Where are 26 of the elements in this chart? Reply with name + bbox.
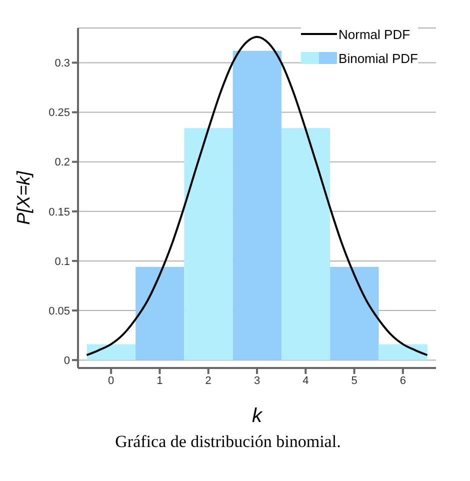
bar	[86, 344, 136, 360]
bar	[330, 266, 379, 360]
bar	[184, 128, 233, 360]
x-tick-label: 3	[254, 374, 260, 387]
y-tick-label: 0.3	[54, 58, 70, 70]
y-tick-label: 0.25	[48, 107, 70, 120]
x-tick-label: 1	[156, 374, 163, 387]
y-axis-title: P[X=k]	[13, 170, 34, 225]
y-tick-label: 0	[64, 354, 70, 367]
x-tick-label: 0	[108, 374, 114, 387]
x-axis-title: k	[252, 405, 263, 428]
text: Gráfica de distribución binomial.	[114, 432, 342, 452]
x-tick-label: 4	[302, 374, 309, 387]
bar	[281, 128, 330, 360]
legend-label: Binomial PDF	[338, 50, 418, 66]
y-tick-label: 0.05	[48, 305, 70, 318]
bar	[232, 50, 282, 360]
bar	[136, 266, 184, 360]
y-tick-label: 0.1	[54, 256, 70, 268]
y-tick-label: 0.15	[48, 206, 70, 218]
legend-label: Normal PDF	[338, 26, 410, 42]
bar	[378, 344, 428, 360]
y-tick-label: 0.2	[54, 156, 70, 169]
x-tick-label: 6	[400, 374, 406, 387]
x-tick-label: 2	[205, 374, 212, 387]
x-tick-label: 5	[351, 374, 358, 387]
